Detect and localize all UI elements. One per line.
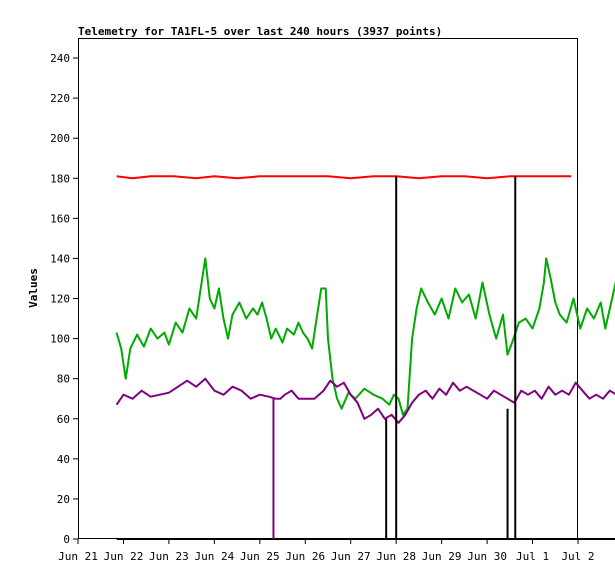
y-tick-label: 160 <box>50 212 70 225</box>
y-tick-label: 80 <box>57 373 70 386</box>
y-tick-label: 0 <box>63 533 70 546</box>
x-tick-label: Jun 23 <box>149 550 189 563</box>
y-tick-label: 120 <box>50 293 70 306</box>
x-tick-label: Jul 2 <box>561 550 594 563</box>
series-line-1 <box>116 175 572 180</box>
y-axis-ticks: 0 20 40 60 80 100 120 140 160 180 200 220 240 <box>50 52 78 546</box>
y-tick-label: 60 <box>57 413 70 426</box>
x-tick-label: Jun 26 <box>285 550 325 563</box>
x-axis-ticks: Jun 21 Jun 22 Jun 23 Jun 24 Jun 25 Jun 26 Jun … <box>58 539 595 563</box>
x-tick-label: Jun 28 <box>376 550 416 563</box>
y-tick-label: 240 <box>50 52 70 65</box>
y-axis-label: Values <box>27 268 40 308</box>
x-tick-label: Jun 24 <box>194 550 234 563</box>
y-tick-label: 40 <box>57 453 70 466</box>
y-tick-label: 180 <box>50 172 70 185</box>
y-tick-label: 220 <box>50 92 70 105</box>
plot-frame <box>78 38 578 539</box>
x-tick-label: Jun 21 <box>58 550 98 563</box>
x-tick-label: Jun 27 <box>331 550 371 563</box>
chart-title: Telemetry for TA1FL-5 over last 240 hour… <box>78 25 442 38</box>
y-tick-label: 140 <box>50 252 70 265</box>
x-tick-label: Jul 1 <box>516 550 549 563</box>
y-tick-label: 20 <box>57 493 70 506</box>
y-tick-label: 100 <box>50 333 70 346</box>
series-line-3 <box>115 377 615 424</box>
x-tick-label: Jun 25 <box>240 550 280 563</box>
series-line-2 <box>115 257 615 416</box>
x-tick-label: Jun 29 <box>422 550 462 563</box>
x-tick-label: Jun 30 <box>467 550 507 563</box>
y-tick-label: 200 <box>50 132 70 145</box>
series-layer <box>115 175 615 540</box>
x-tick-label: Jun 22 <box>104 550 144 563</box>
